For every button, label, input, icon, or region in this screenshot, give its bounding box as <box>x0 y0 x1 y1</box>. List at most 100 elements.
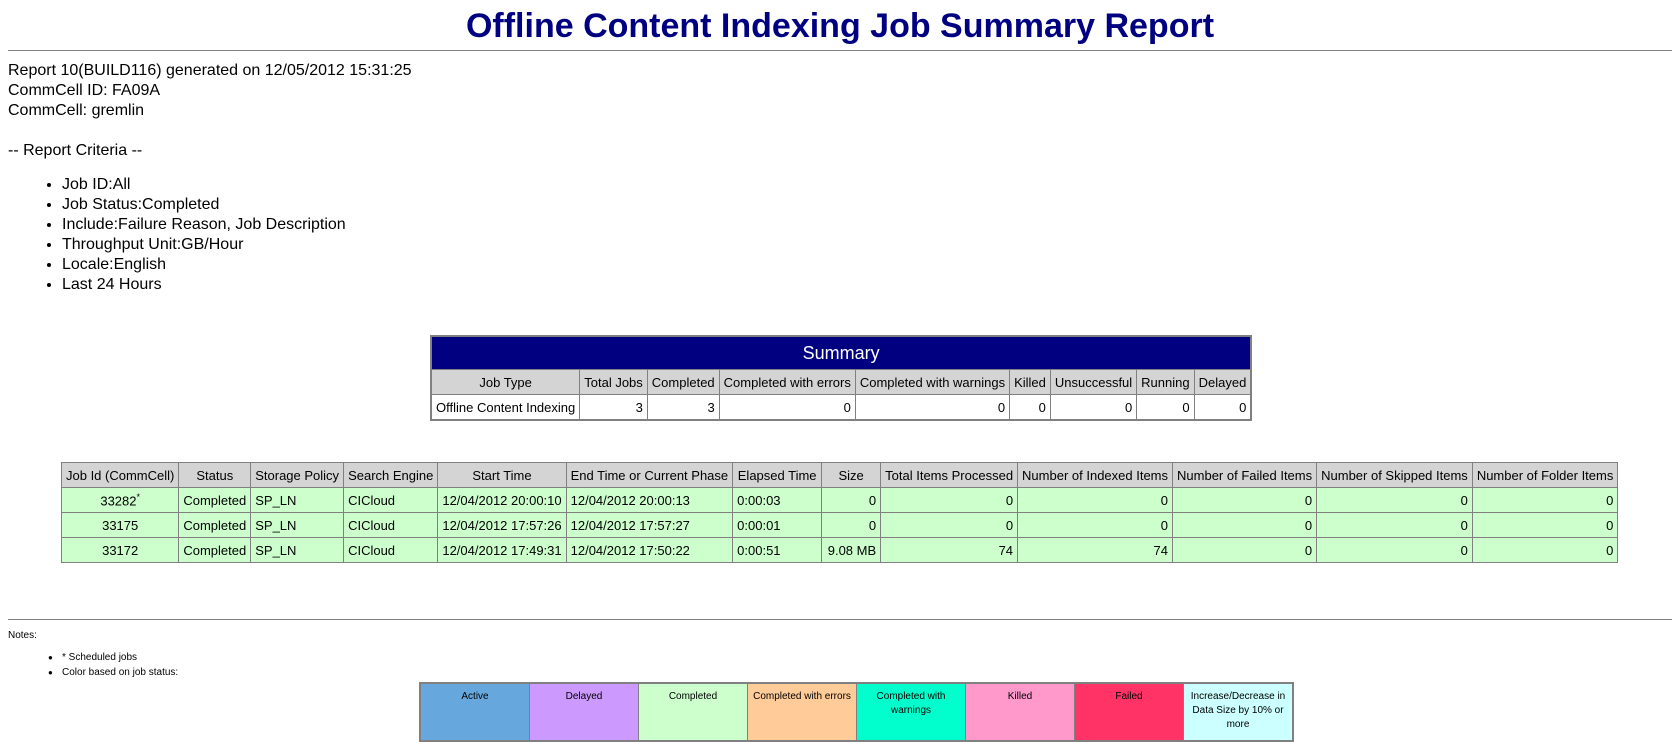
jobs-col-header: Search Engine <box>343 462 439 488</box>
job-size: 9.08 MB <box>821 537 882 563</box>
table-row: 33175 Completed SP_LN CICloud 12/04/2012… <box>60 512 1619 538</box>
legend-swatch-delayed: Delayed <box>529 682 639 742</box>
summary-col-header: Delayed <box>1193 369 1252 395</box>
jobs-col-header: End Time or Current Phase <box>565 462 734 488</box>
note-item: Color based on job status: <box>48 665 178 680</box>
jobs-col-header: Size <box>821 462 882 488</box>
summary-section: Summary Job Type Total Jobs Completed Co… <box>430 335 1253 421</box>
job-failed: 0 <box>1172 512 1318 538</box>
job-indexed: 0 <box>1017 487 1174 513</box>
job-engine: CICloud <box>343 537 439 563</box>
legend-swatch-size-change: Increase/Decrease in Data Size by 10% or… <box>1183 682 1294 742</box>
summary-title: Summary <box>430 335 1252 370</box>
summary-cell: 0 <box>1136 394 1195 421</box>
table-row: 33172 Completed SP_LN CICloud 12/04/2012… <box>60 537 1619 563</box>
jobs-header-row: Job Id (CommCell) Status Storage Policy … <box>60 462 1619 488</box>
criteria-heading: -- Report Criteria -- <box>8 142 143 159</box>
summary-col-header: Job Type <box>430 369 581 395</box>
job-id: 33175 <box>102 517 139 533</box>
notes-divider <box>8 619 1672 620</box>
status-color-legend: Active Delayed Completed Completed with … <box>419 682 1294 742</box>
criteria-item: Job Status:Completed <box>62 195 1680 215</box>
report-generated-line: Report 10(BUILD116) generated on 12/05/2… <box>8 62 412 79</box>
summary-cell: 0 <box>854 394 1011 421</box>
table-row: 33282* Completed SP_LN CICloud 12/04/201… <box>60 487 1619 513</box>
summary-col-header: Unsuccessful <box>1049 369 1138 395</box>
jobs-col-header: Number of Indexed Items <box>1017 462 1174 488</box>
job-skipped: 0 <box>1316 512 1473 538</box>
job-folder: 0 <box>1471 487 1619 513</box>
summary-cell: 0 <box>1049 394 1138 421</box>
jobs-col-header: Number of Failed Items <box>1172 462 1318 488</box>
job-size: 0 <box>821 487 882 513</box>
criteria-item: Throughput Unit:GB/Hour <box>62 235 1680 255</box>
criteria-list: Job ID:All Job Status:Completed Include:… <box>0 175 1680 295</box>
job-policy: SP_LN <box>250 512 345 538</box>
job-status: Completed <box>178 537 252 563</box>
legend-swatch-completed-warnings: Completed with warnings <box>856 682 966 742</box>
summary-cell: 3 <box>579 394 648 421</box>
summary-cell: 3 <box>646 394 720 421</box>
job-start: 12/04/2012 17:49:31 <box>437 537 567 563</box>
summary-cell: Offline Content Indexing <box>430 394 581 421</box>
scheduled-mark: * <box>136 491 141 502</box>
summary-col-header: Completed with errors <box>718 369 856 395</box>
job-status: Completed <box>178 487 252 513</box>
summary-cell: 0 <box>1009 394 1051 421</box>
job-end: 12/04/2012 17:50:22 <box>565 537 734 563</box>
job-end: 12/04/2012 17:57:27 <box>565 512 734 538</box>
job-policy: SP_LN <box>250 537 345 563</box>
criteria-item: Job ID:All <box>62 175 1680 195</box>
job-elapsed: 0:00:01 <box>732 512 823 538</box>
jobs-table: Job Id (CommCell) Status Storage Policy … <box>60 462 1619 563</box>
note-item: * Scheduled jobs <box>48 650 178 665</box>
jobs-col-header: Number of Skipped Items <box>1316 462 1473 488</box>
job-id: 33282 <box>100 493 137 509</box>
job-start: 12/04/2012 17:57:26 <box>437 512 567 538</box>
legend-table: Active Delayed Completed Completed with … <box>419 682 1294 742</box>
job-total: 74 <box>880 537 1019 563</box>
job-end: 12/04/2012 20:00:13 <box>565 487 734 513</box>
jobs-section: Job Id (CommCell) Status Storage Policy … <box>60 462 1619 563</box>
summary-header-row: Job Type Total Jobs Completed Completed … <box>430 369 1252 395</box>
notes-label: Notes: <box>8 630 37 641</box>
commcell-name: CommCell: gremlin <box>8 102 145 119</box>
job-folder: 0 <box>1471 512 1619 538</box>
legend-swatch-completed: Completed <box>638 682 748 742</box>
job-id: 33172 <box>102 542 139 558</box>
jobs-col-header: Status <box>178 462 252 488</box>
legend-swatch-killed: Killed <box>965 682 1075 742</box>
job-failed: 0 <box>1172 537 1318 563</box>
legend-swatch-completed-errors: Completed with errors <box>747 682 857 742</box>
summary-cell: 0 <box>718 394 856 421</box>
summary-col-header: Completed with warnings <box>854 369 1011 395</box>
job-failed: 0 <box>1172 487 1318 513</box>
summary-row: Offline Content Indexing 3 3 0 0 0 0 0 0 <box>430 394 1252 421</box>
job-skipped: 0 <box>1316 537 1473 563</box>
job-elapsed: 0:00:51 <box>732 537 823 563</box>
job-start: 12/04/2012 20:00:10 <box>437 487 567 513</box>
legend-swatch-active: Active <box>419 682 530 742</box>
commcell-id: CommCell ID: FA09A <box>8 82 161 99</box>
summary-col-header: Total Jobs <box>579 369 648 395</box>
jobs-col-header: Total Items Processed <box>880 462 1019 488</box>
job-policy: SP_LN <box>250 487 345 513</box>
job-status: Completed <box>178 512 252 538</box>
report-title: Offline Content Indexing Job Summary Rep… <box>465 7 1215 45</box>
notes-list: * Scheduled jobs Color based on job stat… <box>48 650 178 680</box>
summary-col-header: Running <box>1136 369 1195 395</box>
report-info: Report 10(BUILD116) generated on 12/05/2… <box>8 61 1680 121</box>
criteria-item: Last 24 Hours <box>62 275 1680 295</box>
job-size: 0 <box>821 512 882 538</box>
legend-row: Active Delayed Completed Completed with … <box>419 682 1294 742</box>
summary-table: Summary Job Type Total Jobs Completed Co… <box>430 335 1253 421</box>
jobs-col-header: Storage Policy <box>250 462 345 488</box>
job-id-cell: 33172 <box>60 537 180 563</box>
job-total: 0 <box>880 487 1019 513</box>
legend-swatch-failed: Failed <box>1074 682 1184 742</box>
summary-cell: 0 <box>1193 394 1252 421</box>
summary-col-header: Completed <box>646 369 720 395</box>
jobs-col-header: Elapsed Time <box>732 462 823 488</box>
job-id-cell: 33175 <box>60 512 180 538</box>
title-divider <box>8 50 1672 51</box>
